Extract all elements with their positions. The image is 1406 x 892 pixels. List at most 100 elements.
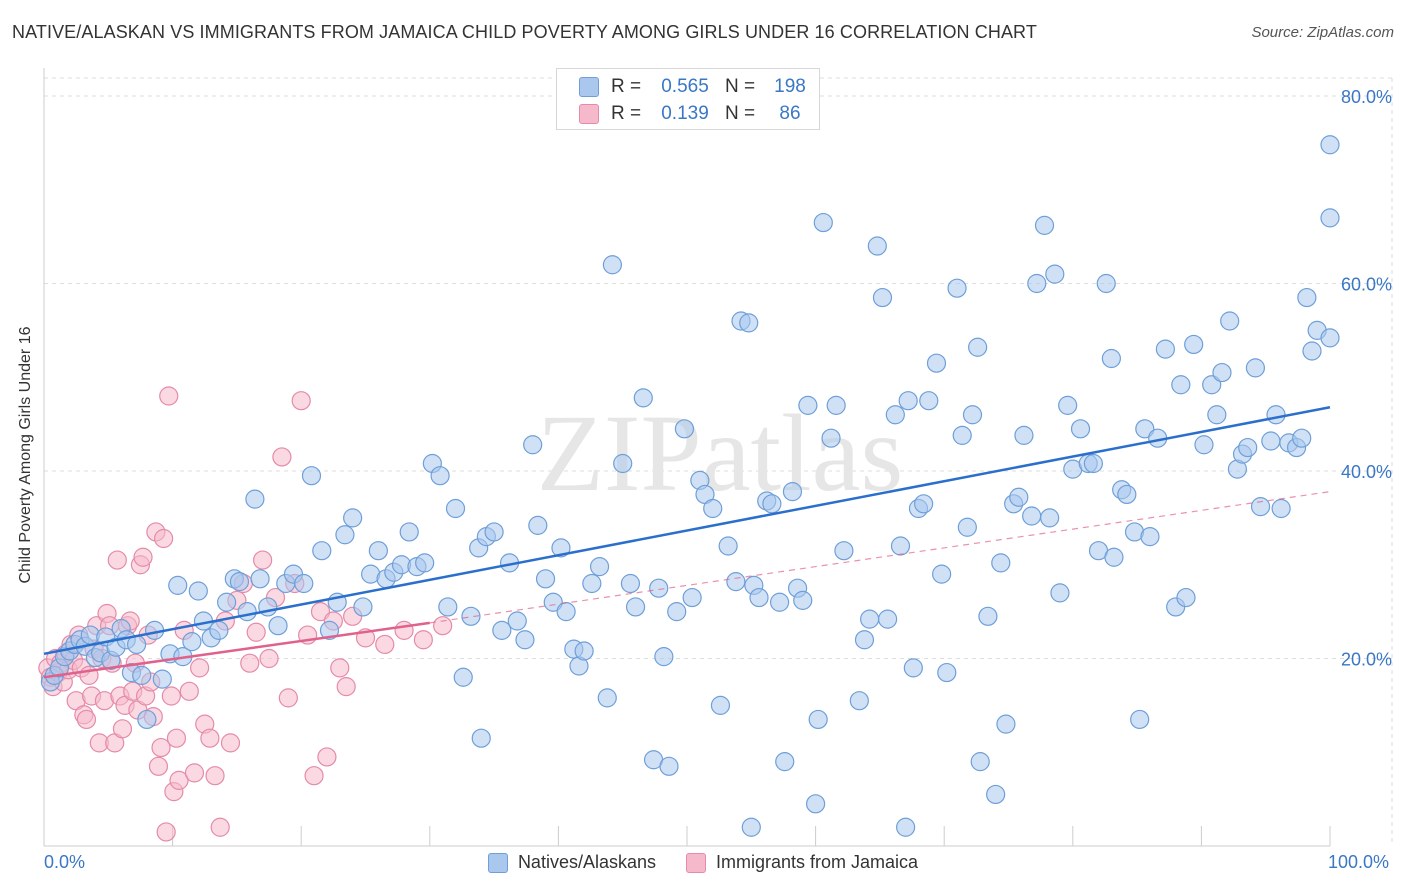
data-point	[168, 575, 188, 595]
x-tick-max: 100.0%	[1328, 852, 1390, 872]
data-point	[667, 602, 687, 622]
legend-r-value: 0.139	[661, 103, 709, 124]
data-point	[890, 536, 911, 556]
data-point	[148, 756, 169, 776]
data-point	[152, 669, 172, 689]
data-point	[898, 391, 918, 411]
data-point	[769, 592, 790, 612]
data-point	[336, 677, 356, 697]
data-point	[250, 569, 270, 589]
data-point	[872, 287, 893, 308]
data-point	[453, 667, 473, 687]
data-point	[445, 498, 466, 519]
data-point	[1238, 437, 1258, 458]
data-point	[1050, 583, 1070, 603]
data-point	[1135, 419, 1155, 439]
data-point	[112, 719, 133, 739]
data-point	[217, 592, 237, 612]
data-point	[914, 494, 934, 514]
data-point	[620, 573, 641, 594]
data-point	[166, 728, 187, 748]
data-point	[343, 508, 363, 528]
data-point	[317, 747, 337, 767]
data-point	[1250, 497, 1271, 517]
data-point	[1040, 508, 1060, 528]
legend-n-label: N =	[725, 76, 756, 97]
data-point	[133, 547, 153, 567]
data-point	[1292, 428, 1312, 448]
data-point	[782, 482, 803, 502]
data-point	[1320, 135, 1340, 155]
data-point	[1130, 709, 1150, 730]
y-tick-label: 40.0%	[1341, 462, 1392, 482]
data-point	[1184, 334, 1204, 355]
data-point	[793, 590, 813, 610]
data-point	[153, 528, 174, 549]
series-legend-natives[interactable]: Natives/Alaskans	[487, 852, 656, 873]
legend-row-natives: R = 0.565 N = 198	[579, 75, 815, 99]
data-point	[962, 405, 983, 425]
legend-r-label: R =	[611, 103, 642, 124]
data-point	[654, 647, 674, 667]
data-point	[319, 620, 340, 640]
data-point	[718, 536, 738, 556]
data-point	[710, 695, 731, 715]
source-label: Source: ZipAtlas.com	[1251, 24, 1394, 41]
data-point	[205, 766, 225, 786]
data-point	[1101, 348, 1121, 369]
data-point	[1271, 498, 1291, 519]
legend-swatch-blue	[579, 77, 599, 97]
data-point	[523, 435, 543, 455]
data-point	[438, 597, 458, 617]
data-point	[301, 466, 322, 486]
data-point	[492, 620, 512, 640]
data-point	[970, 752, 990, 772]
series-swatch-blue	[487, 852, 508, 873]
data-point	[805, 794, 826, 814]
data-point	[253, 550, 273, 570]
data-point	[1297, 287, 1317, 308]
legend-r-value: 0.565	[661, 76, 709, 97]
legend-n-label: N =	[725, 103, 756, 124]
jamaica-trend-line	[43, 621, 430, 679]
data-point	[808, 709, 828, 730]
data-point	[762, 494, 782, 514]
data-point	[860, 609, 880, 629]
data-point	[885, 405, 905, 425]
legend-n-value: 86	[779, 103, 801, 124]
y-axis-label: Child Poverty Among Girls Under 16	[17, 326, 34, 584]
data-point	[304, 766, 324, 786]
data-point	[1022, 506, 1042, 526]
series-legend-label: Natives/Alaskans	[517, 852, 656, 872]
data-point	[1207, 405, 1227, 425]
data-point	[589, 557, 610, 577]
data-point	[1104, 547, 1124, 567]
data-point	[957, 517, 977, 537]
data-point	[76, 709, 97, 730]
data-point	[240, 653, 260, 673]
data-point	[415, 553, 435, 573]
data-point	[245, 489, 265, 509]
data-point	[1096, 273, 1116, 294]
data-point	[556, 602, 576, 622]
data-point	[507, 611, 527, 631]
y-tick-label: 60.0%	[1341, 275, 1392, 295]
data-point	[190, 658, 210, 678]
correlation-legend: R = 0.565 N = 198 R = 0.139 N = 86	[556, 68, 820, 130]
data-point	[739, 313, 759, 333]
data-point	[430, 466, 450, 486]
data-point	[903, 658, 923, 678]
data-point	[535, 569, 556, 589]
data-point	[1302, 341, 1322, 361]
chart-title: NATIVE/ALASKAN VS IMMIGRANTS FROM JAMAIC…	[12, 22, 1037, 42]
data-point	[937, 662, 957, 683]
data-point	[674, 419, 695, 439]
series-swatch-pink	[686, 852, 706, 873]
series-legend-jamaica[interactable]: Immigrants from Jamaica	[686, 852, 918, 873]
data-point	[821, 428, 841, 448]
data-point	[551, 538, 571, 558]
data-point	[1266, 405, 1286, 425]
natives-trend-line	[43, 406, 1331, 656]
data-point	[310, 602, 331, 622]
